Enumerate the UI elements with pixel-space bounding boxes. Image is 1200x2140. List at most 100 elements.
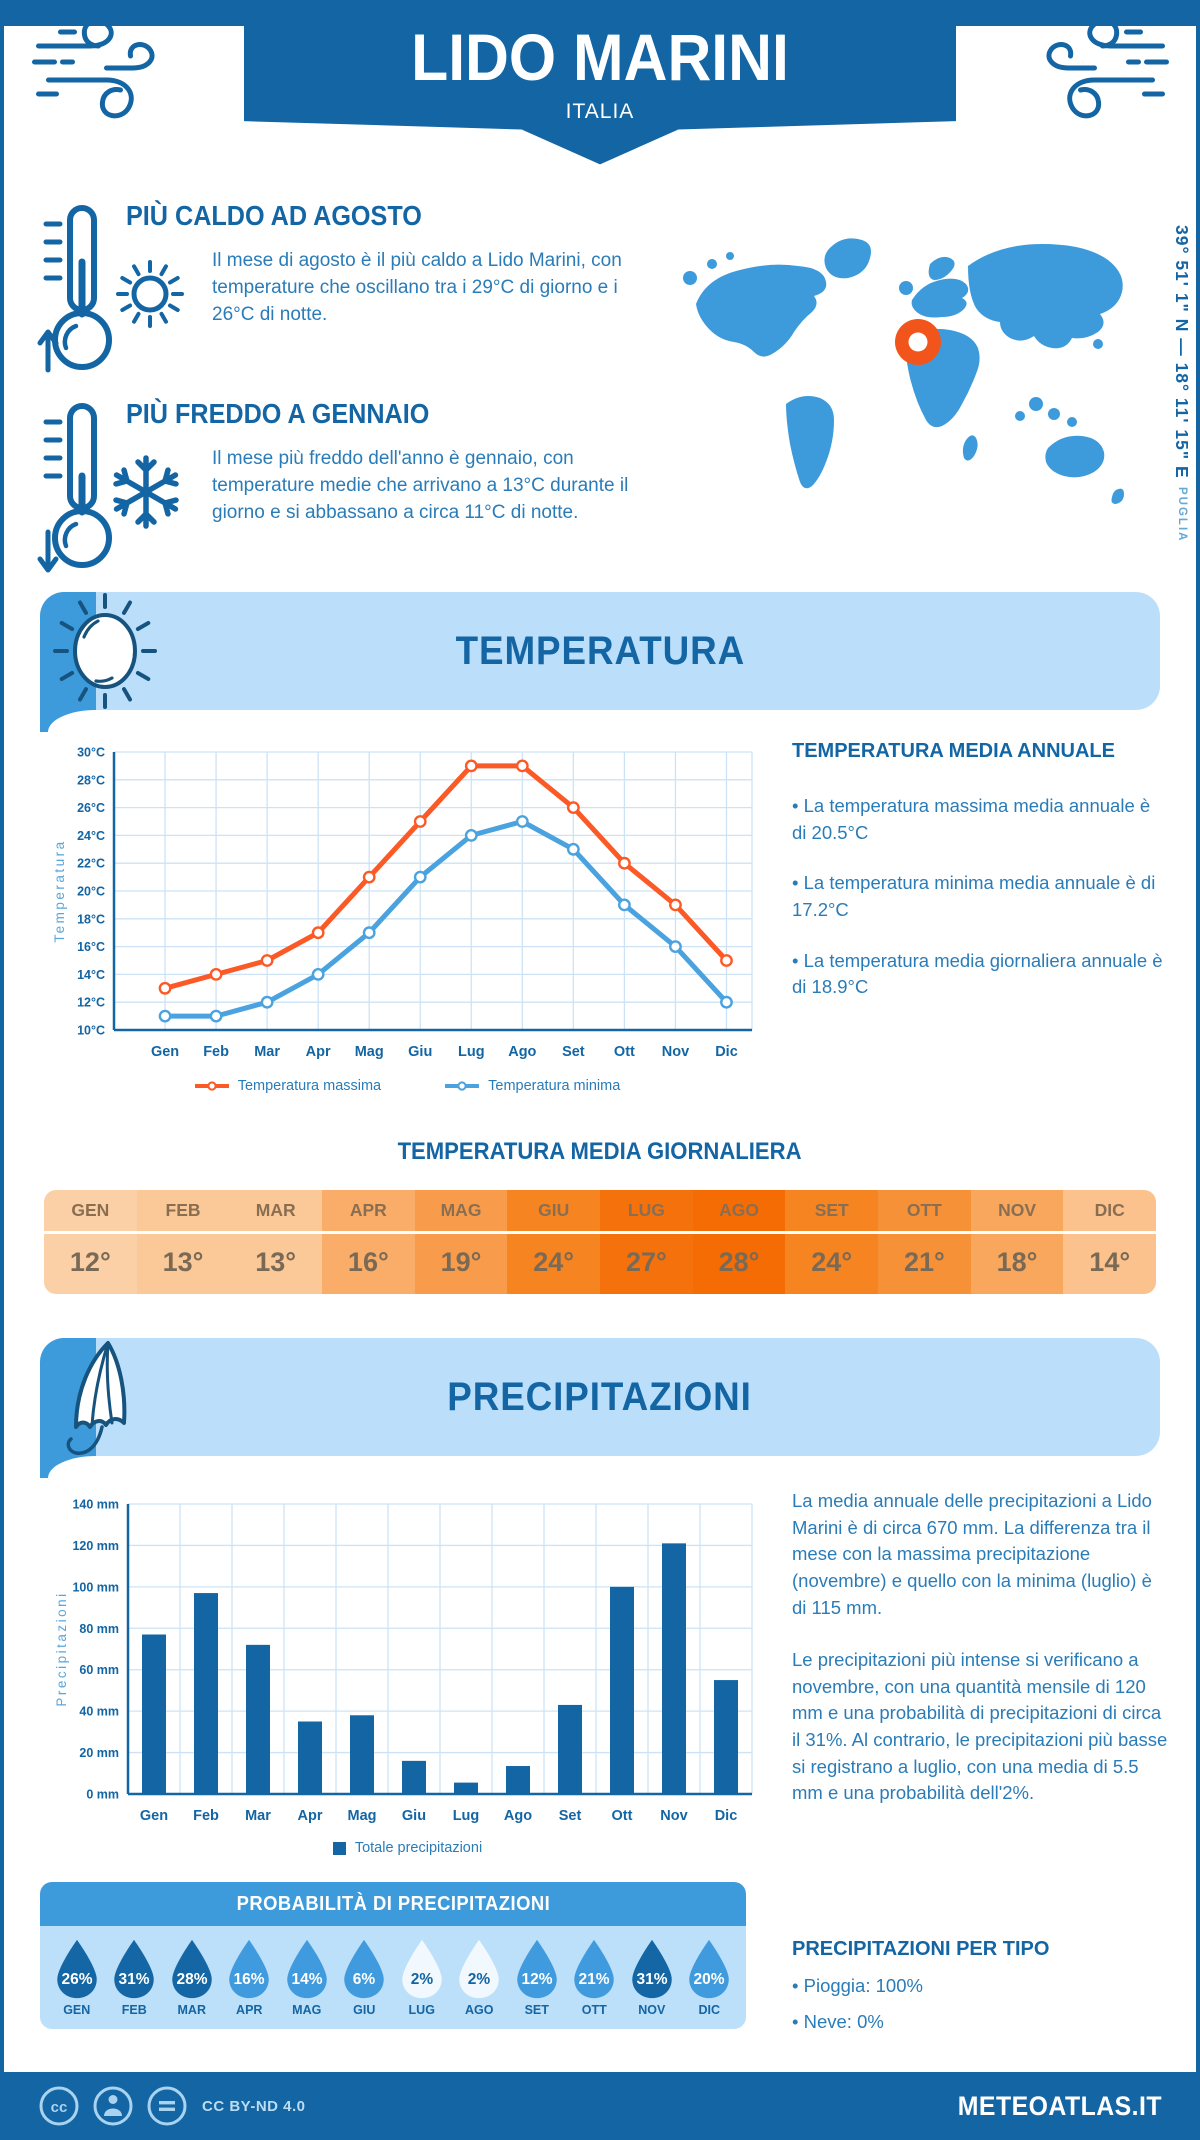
- month-temperature: 21°: [903, 1247, 945, 1277]
- precipitation-paragraph: Le precipitazioni più intense si verific…: [792, 1649, 1168, 1804]
- svg-text:Ago: Ago: [504, 1808, 532, 1824]
- precipitation-section-title: PRECIPITAZIONI: [447, 1375, 753, 1419]
- droplet-icon: 21%: [574, 1939, 614, 1999]
- world-map: [683, 238, 1124, 504]
- month-temperature: 12°: [69, 1247, 111, 1277]
- svg-text:Dic: Dic: [715, 1044, 738, 1060]
- month-temperature: 24°: [811, 1247, 853, 1277]
- daily-table-column: MAR 13°: [229, 1190, 323, 1294]
- thermometer-up-icon: [37, 205, 112, 373]
- svg-text:16%: 16%: [234, 1971, 265, 1988]
- daily-table-column: LUG 27°: [600, 1190, 693, 1294]
- probability-droplet: 21% OTT: [567, 1938, 622, 2017]
- month-header: SET: [785, 1190, 879, 1234]
- month-temperature: 19°: [440, 1247, 482, 1277]
- legend-square-swatch: [332, 1841, 346, 1855]
- temperature-section-title: TEMPERATURA: [455, 629, 745, 673]
- probability-droplets: 26% GEN 31% FEB 28% MAR 16% APR 14% MAG 6% GIU 2% LUG…: [40, 1926, 746, 2029]
- annual-summary-title: TEMPERATURA MEDIA ANNUALE: [792, 740, 1115, 762]
- daily-table: GEN 12° FEB 13° MAR 13° APR 16° MAG 19° GIU 24° LUG 2…: [44, 1190, 1156, 1294]
- daily-table-column: APR 16°: [322, 1190, 415, 1294]
- cc-icons: cc: [38, 2085, 188, 2127]
- svg-text:20°C: 20°C: [77, 885, 105, 899]
- precipitation-type-bullets: • Pioggia: 100% • Neve: 0%: [792, 1973, 1168, 2035]
- svg-text:Lug: Lug: [453, 1808, 480, 1824]
- series-totale-precipitazioni: [142, 1543, 738, 1794]
- legend-label: Temperatura massima: [237, 1078, 382, 1094]
- probability-droplet: 14% MAG: [279, 1938, 334, 2017]
- svg-text:Gen: Gen: [140, 1808, 168, 1824]
- svg-text:Mag: Mag: [348, 1808, 377, 1824]
- svg-text:40 mm: 40 mm: [79, 1705, 119, 1719]
- month-temperature: 28°: [718, 1247, 760, 1277]
- svg-text:Nov: Nov: [660, 1808, 687, 1824]
- bullet-item: • Pioggia: 100%: [792, 1975, 923, 1996]
- svg-text:Apr: Apr: [298, 1808, 323, 1824]
- precipitation-text: La media annuale delle precipitazioni a …: [792, 1488, 1170, 1807]
- legend-item: Totale precipitazioni: [332, 1840, 482, 1856]
- month-temperature: 13°: [255, 1247, 297, 1277]
- month-header: DIC: [1063, 1190, 1156, 1234]
- svg-text:140 mm: 140 mm: [72, 1498, 119, 1512]
- droplet-icon: 26%: [57, 1939, 97, 1999]
- temperature-line-chart: 10°C 12°C 14°C 16°C 18°C 20°C 22°C 24°C 26°C 28°C…: [52, 746, 753, 1060]
- svg-text:20 mm: 20 mm: [79, 1746, 119, 1760]
- thermometer-down-icon: [37, 403, 112, 573]
- svg-text:Feb: Feb: [193, 1808, 219, 1824]
- precipitation-legend: Totale precipitazioni: [50, 1840, 765, 1856]
- month-temperature: 14°: [1089, 1247, 1131, 1277]
- droplet-month-label: GIU: [353, 2003, 376, 2017]
- precipitation-type-title: PRECIPITAZIONI PER TIPO: [792, 1938, 1050, 1960]
- svg-text:cc: cc: [51, 2099, 68, 2116]
- legend-item: Temperatura massima: [194, 1078, 382, 1094]
- svg-text:100 mm: 100 mm: [72, 1580, 119, 1594]
- svg-text:14°C: 14°C: [77, 968, 105, 982]
- droplet-month-label: MAG: [292, 2003, 322, 2017]
- month-temperature: 18°: [996, 1247, 1038, 1277]
- snowflake-icon: [100, 444, 192, 540]
- bullet-item: • Neve: 0%: [792, 2010, 884, 2032]
- svg-text:80 mm: 80 mm: [79, 1622, 119, 1636]
- precipitation-paragraph: La media annuale delle precipitazioni a …: [792, 1490, 1152, 1618]
- probability-droplet: 2% LUG: [394, 1938, 449, 2017]
- svg-text:26°C: 26°C: [77, 801, 105, 815]
- svg-text:26%: 26%: [61, 1971, 92, 1988]
- svg-text:2%: 2%: [468, 1971, 491, 1988]
- droplet-icon: 31%: [632, 1939, 672, 1999]
- month-header: GEN: [44, 1190, 137, 1234]
- precipitation-bar-chart: 0 mm 20 mm 40 mm 60 mm 80 mm 100 mm 120 mm 140 …: [54, 1498, 753, 1824]
- highlight-hot-title: PIÙ CALDO AD AGOSTO: [126, 200, 422, 231]
- month-temperature: 16°: [347, 1247, 389, 1277]
- daily-table-column: SET 24°: [785, 1190, 879, 1294]
- daily-table-column: NOV 18°: [970, 1190, 1064, 1294]
- map-coordinates-block: 39° 51' 1" N — 18° 11' 15" E PUGLIA: [1171, 225, 1192, 542]
- svg-text:Ott: Ott: [614, 1044, 635, 1060]
- license-label: CC BY-ND 4.0: [202, 2097, 306, 2115]
- daily-table-column: FEB 13°: [136, 1190, 230, 1294]
- svg-text:12°C: 12°C: [77, 996, 105, 1010]
- probability-droplet: 12% SET: [509, 1938, 564, 2017]
- svg-text:Ago: Ago: [508, 1044, 536, 1060]
- month-temperature: 24°: [533, 1247, 575, 1277]
- svg-text:24°C: 24°C: [77, 829, 105, 843]
- svg-text:21%: 21%: [579, 1971, 610, 1988]
- droplet-icon: 2%: [402, 1939, 442, 1999]
- annual-summary-bullets: • La temperatura massima media annuale è…: [792, 793, 1168, 1001]
- probability-droplet: 26% GEN: [49, 1938, 104, 2017]
- month-temperature: 13°: [162, 1247, 204, 1277]
- svg-text:Precipitazioni: Precipitazioni: [54, 1591, 69, 1706]
- daily-table-column: GEN 12°: [44, 1190, 137, 1294]
- precipitation-section-banner: PRECIPITAZIONI: [40, 1338, 1160, 1478]
- wind-icon: [32, 18, 155, 119]
- footer: cc CC BY-ND 4.0 METEOATLAS.IT: [0, 2072, 1200, 2140]
- droplet-month-label: LUG: [408, 2003, 435, 2017]
- month-header: FEB: [136, 1190, 230, 1234]
- droplet-icon: 2%: [459, 1939, 499, 1999]
- daily-table-column: OTT 21°: [878, 1190, 971, 1294]
- svg-text:Giu: Giu: [402, 1808, 426, 1824]
- highlight-cold-title: PIÙ FREDDO A GENNAIO: [126, 398, 430, 429]
- svg-text:120 mm: 120 mm: [72, 1539, 119, 1553]
- page-subtitle: ITALIA: [565, 100, 635, 123]
- probability-droplet: 6% GIU: [337, 1938, 392, 2017]
